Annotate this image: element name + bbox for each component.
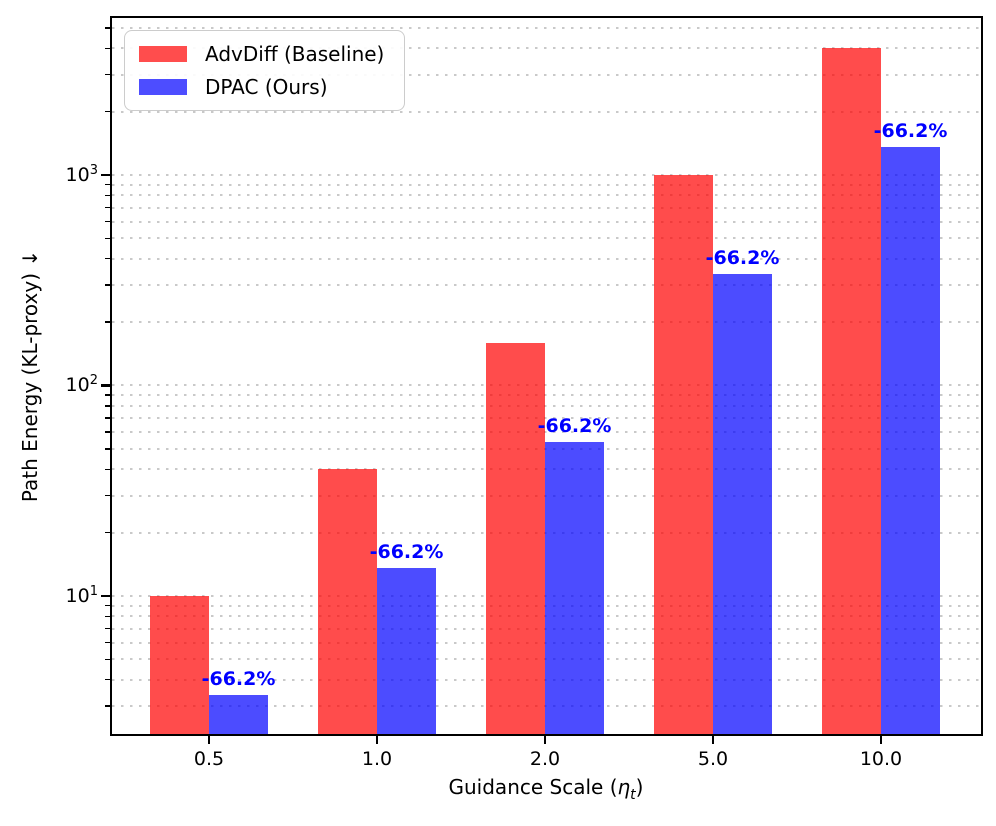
gridline: [112, 206, 981, 209]
y-tick-label: 102: [65, 373, 98, 397]
y-minor-tick: [105, 237, 110, 240]
legend: AdvDiff (Baseline) DPAC (Ours): [124, 30, 406, 111]
gridline: [112, 220, 981, 223]
x-tick: [375, 736, 379, 744]
y-major-tick: [101, 594, 110, 598]
bar-advdiff: [822, 48, 881, 734]
bar-dpac: [377, 568, 436, 734]
bar-dpac: [545, 441, 604, 734]
x-tick: [207, 736, 211, 744]
reduction-annotation: -66.2%: [705, 247, 780, 270]
gridline: [112, 321, 981, 324]
eta-subscript: t: [630, 787, 636, 803]
y-minor-tick: [105, 47, 110, 49]
y-minor-tick: [105, 431, 110, 433]
x-axis-label: Guidance Scale (ηt): [449, 775, 644, 803]
gridline: [112, 174, 981, 176]
y-minor-tick: [105, 394, 110, 396]
legend-label-advdiff: AdvDiff (Baseline): [205, 42, 385, 66]
gridline: [112, 257, 981, 260]
y-minor-tick: [105, 494, 110, 497]
y-minor-tick: [105, 615, 110, 618]
y-minor-tick: [105, 405, 110, 407]
gridline: [112, 404, 981, 407]
x-tick-label: 1.0: [361, 748, 393, 770]
gridline: [112, 26, 981, 29]
reduction-annotation: -66.2%: [873, 120, 948, 143]
y-major-tick: [101, 173, 110, 177]
legend-swatch-advdiff: [139, 46, 187, 62]
y-minor-tick: [105, 206, 110, 209]
y-tick-label: 101: [65, 583, 98, 608]
x-tick-label: 10.0: [859, 748, 903, 770]
y-minor-tick: [105, 468, 110, 470]
legend-label-dpac: DPAC (Ours): [205, 75, 328, 99]
y-minor-tick: [105, 27, 110, 29]
legend-entry-dpac: DPAC (Ours): [139, 75, 384, 99]
y-minor-tick: [105, 658, 110, 661]
y-minor-tick: [105, 627, 110, 630]
y-minor-tick: [105, 110, 110, 113]
plot-area: [112, 18, 981, 734]
bar-advdiff: [654, 175, 713, 734]
gridline: [112, 73, 981, 76]
reduction-annotation: -66.2%: [201, 668, 276, 691]
gridline: [112, 183, 981, 186]
y-minor-tick: [105, 679, 110, 681]
y-minor-tick: [105, 194, 110, 197]
gridline: [112, 194, 981, 197]
gridline: [112, 384, 981, 387]
y-minor-tick: [105, 531, 110, 534]
bar-advdiff: [150, 595, 209, 734]
eta-symbol: η: [617, 775, 631, 799]
x-tick-label: 2.0: [529, 748, 561, 770]
x-tick: [543, 736, 547, 744]
legend-entry-advdiff: AdvDiff (Baseline): [139, 42, 384, 66]
gridline: [112, 417, 981, 420]
gridline: [112, 47, 981, 50]
y-minor-tick: [105, 73, 110, 76]
gridline: [112, 394, 981, 397]
reduction-annotation: -66.2%: [369, 541, 444, 564]
x-tick: [879, 736, 883, 744]
gridline: [112, 110, 981, 113]
x-axis-label-prefix: Guidance Scale (: [448, 775, 618, 799]
x-axis-label-suffix: ): [635, 775, 644, 799]
reduction-annotation: -66.2%: [537, 414, 612, 437]
y-minor-tick: [105, 705, 110, 707]
gridline: [112, 431, 981, 434]
y-minor-tick: [105, 258, 110, 260]
x-tick: [711, 736, 715, 744]
y-minor-tick: [105, 641, 110, 644]
y-minor-tick: [105, 604, 110, 607]
x-tick-label: 5.0: [697, 748, 729, 770]
x-tick-label: 0.5: [193, 748, 225, 770]
y-minor-tick: [105, 284, 110, 286]
gridline: [112, 237, 981, 240]
y-minor-tick: [105, 183, 110, 186]
bar-dpac: [881, 147, 940, 734]
y-minor-tick: [105, 448, 110, 450]
y-major-tick: [101, 384, 110, 387]
bar-dpac: [209, 695, 268, 734]
y-minor-tick: [105, 417, 110, 419]
bar-advdiff: [486, 342, 545, 734]
bar-dpac: [713, 274, 772, 734]
legend-swatch-dpac: [139, 79, 187, 95]
bar-advdiff: [318, 469, 377, 734]
y-minor-tick: [105, 321, 110, 323]
y-tick-label: 103: [65, 162, 98, 187]
gridline: [112, 284, 981, 287]
y-minor-tick: [105, 220, 110, 223]
